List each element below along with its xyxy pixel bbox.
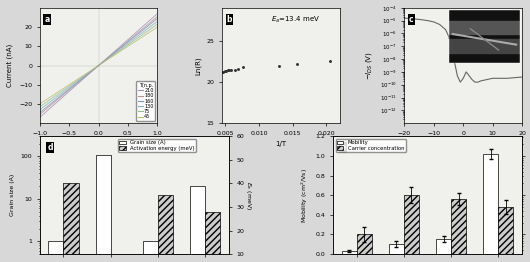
Text: d: d bbox=[47, 143, 53, 152]
Y-axis label: Mobility (cm$^2$/Vs): Mobility (cm$^2$/Vs) bbox=[299, 168, 310, 223]
Point bbox=[325, 59, 334, 63]
Text: $E_a$=13.4 meV: $E_a$=13.4 meV bbox=[271, 15, 321, 25]
X-axis label: $V_g$ (V): $V_g$ (V) bbox=[452, 141, 474, 153]
Bar bbox=[498, 207, 514, 262]
Bar bbox=[341, 251, 357, 254]
Text: c: c bbox=[409, 15, 414, 24]
Bar bbox=[404, 195, 419, 262]
Text: a: a bbox=[45, 15, 50, 24]
Point bbox=[275, 63, 284, 68]
X-axis label: 1/T: 1/T bbox=[276, 141, 286, 147]
Legend: 210, 180, 160, 130, 75, 45: 210, 180, 160, 130, 75, 45 bbox=[136, 81, 155, 121]
Bar bbox=[451, 199, 466, 262]
Point bbox=[293, 62, 301, 66]
Point bbox=[234, 67, 242, 71]
Y-axis label: Grain size (A): Grain size (A) bbox=[10, 174, 15, 216]
Point bbox=[219, 70, 228, 74]
Bar bbox=[388, 244, 404, 254]
Bar bbox=[48, 241, 64, 262]
Bar bbox=[143, 241, 158, 262]
Text: b: b bbox=[227, 15, 232, 24]
Bar bbox=[483, 154, 498, 254]
Text: e: e bbox=[340, 143, 346, 152]
Point bbox=[222, 69, 231, 73]
Point bbox=[225, 68, 234, 73]
Point bbox=[227, 68, 236, 72]
Point bbox=[238, 65, 247, 69]
Legend: Mobility, Carrier concentration: Mobility, Carrier concentration bbox=[335, 139, 406, 152]
Bar bbox=[190, 186, 205, 262]
Y-axis label: Current (nA): Current (nA) bbox=[7, 44, 13, 87]
Legend: Grain size (A), Activation energy (meV): Grain size (A), Activation energy (meV) bbox=[118, 139, 196, 152]
Y-axis label: $-I_{DS}$ (V): $-I_{DS}$ (V) bbox=[364, 51, 374, 80]
Point bbox=[224, 68, 232, 73]
Point bbox=[220, 69, 229, 73]
Point bbox=[231, 68, 239, 72]
X-axis label: Voltage (V): Voltage (V) bbox=[80, 141, 118, 148]
Bar bbox=[64, 183, 78, 262]
Y-axis label: $E_a$ (meV): $E_a$ (meV) bbox=[244, 181, 253, 210]
Bar bbox=[205, 212, 220, 262]
Bar bbox=[95, 155, 111, 262]
Bar bbox=[158, 195, 173, 262]
Bar bbox=[357, 234, 372, 262]
Bar bbox=[436, 239, 451, 254]
Y-axis label: Ln(R): Ln(R) bbox=[195, 56, 201, 75]
